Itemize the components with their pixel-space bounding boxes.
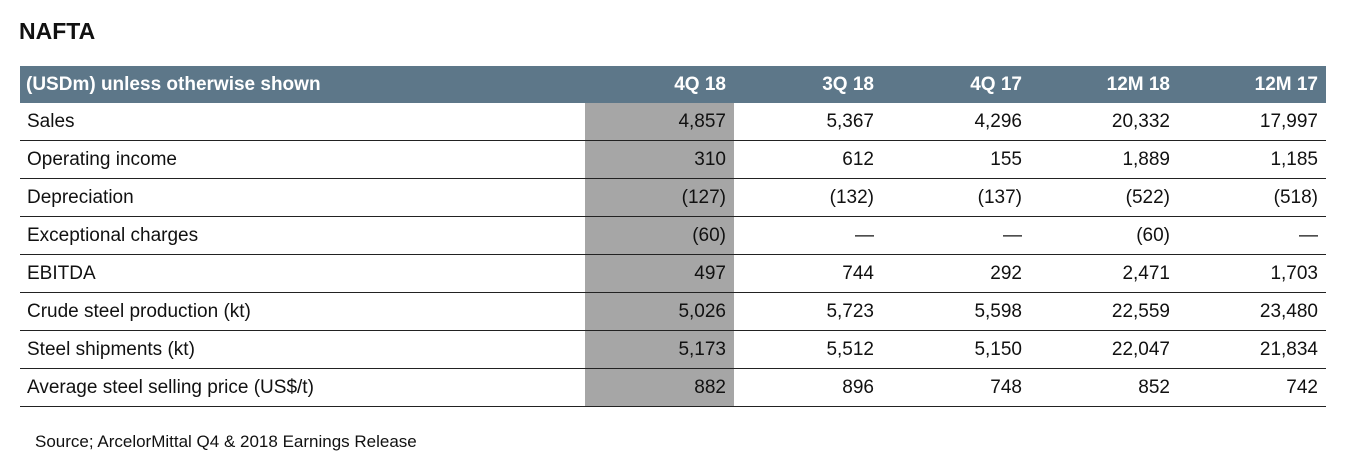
value-cell: — <box>1178 216 1326 255</box>
row-label: EBITDA <box>20 254 585 293</box>
value-cell: 5,173 <box>585 330 734 369</box>
value-cell: 612 <box>734 140 882 179</box>
value-cell: 5,723 <box>734 292 882 331</box>
value-cell: 4,296 <box>882 103 1030 141</box>
value-cell: 23,480 <box>1178 292 1326 331</box>
value-cell: 1,703 <box>1178 254 1326 293</box>
row-label: Average steel selling price (US$/t) <box>20 368 585 407</box>
value-cell: 292 <box>882 254 1030 293</box>
value-cell: (132) <box>734 178 882 217</box>
value-cell: — <box>882 216 1030 255</box>
value-cell: 748 <box>882 368 1030 407</box>
header-cell: 4Q 18 <box>585 66 734 103</box>
table-row: Depreciation (127) (132) (137) (522) (518) <box>20 178 1326 217</box>
value-cell: 744 <box>734 254 882 293</box>
header-cell: (USDm) unless otherwise shown <box>20 66 585 103</box>
title: NAFTA <box>19 18 96 44</box>
table-row: Operating income 310 612 155 1,889 1,185 <box>20 140 1326 179</box>
value-cell: (127) <box>585 178 734 217</box>
value-cell: (60) <box>1030 216 1178 255</box>
table-row: Sales 4,857 5,367 4,296 20,332 17,997 <box>20 103 1326 141</box>
value-cell: 21,834 <box>1178 330 1326 369</box>
value-cell: 5,150 <box>882 330 1030 369</box>
header-cell: 4Q 17 <box>882 66 1030 103</box>
value-cell: 155 <box>882 140 1030 179</box>
data-table: (USDm) unless otherwise shown 4Q 18 3Q 18 4… <box>20 66 1326 407</box>
value-cell: 852 <box>1030 368 1178 407</box>
value-cell: 22,047 <box>1030 330 1178 369</box>
value-cell: 310 <box>585 140 734 179</box>
row-label: Operating income <box>20 140 585 179</box>
value-cell: 882 <box>585 368 734 407</box>
value-cell: 2,471 <box>1030 254 1178 293</box>
table-row: Average steel selling price (US$/t) 882 89… <box>20 368 1326 407</box>
table-row: Crude steel production (kt) 5,026 5,723 5,5… <box>20 292 1326 331</box>
value-cell: (60) <box>585 216 734 255</box>
header-cell: 3Q 18 <box>734 66 882 103</box>
value-cell: 4,857 <box>585 103 734 141</box>
value-cell: 17,997 <box>1178 103 1326 141</box>
table-row: EBITDA 497 744 292 2,471 1,703 <box>20 254 1326 293</box>
value-cell: 497 <box>585 254 734 293</box>
value-cell: 5,367 <box>734 103 882 141</box>
value-cell: 742 <box>1178 368 1326 407</box>
value-cell: 5,512 <box>734 330 882 369</box>
value-cell: 22,559 <box>1030 292 1178 331</box>
header-row: (USDm) unless otherwise shown 4Q 18 3Q 18 4… <box>20 66 1326 103</box>
row-label: Depreciation <box>20 178 585 217</box>
row-label: Exceptional charges <box>20 216 585 255</box>
value-cell: (522) <box>1030 178 1178 217</box>
value-cell: (137) <box>882 178 1030 217</box>
row-label: Sales <box>20 103 585 141</box>
table-body: Sales 4,857 5,367 4,296 20,332 17,997 Operatin… <box>20 103 1326 407</box>
header-cell: 12M 17 <box>1178 66 1326 103</box>
header-cell: 12M 18 <box>1030 66 1178 103</box>
value-cell: 5,598 <box>882 292 1030 331</box>
value-cell: 1,185 <box>1178 140 1326 179</box>
value-cell: 5,026 <box>585 292 734 331</box>
value-cell: (518) <box>1178 178 1326 217</box>
value-cell: 896 <box>734 368 882 407</box>
row-label: Crude steel production (kt) <box>20 292 585 331</box>
source-note: Source; ArcelorMittal Q4 & 2018 Earnings… <box>35 432 417 451</box>
value-cell: 20,332 <box>1030 103 1178 141</box>
table-row: Steel shipments (kt) 5,173 5,512 5,150 22,04… <box>20 330 1326 369</box>
value-cell: 1,889 <box>1030 140 1178 179</box>
value-cell: — <box>734 216 882 255</box>
table-row: Exceptional charges (60) — — (60) — <box>20 216 1326 255</box>
row-label: Steel shipments (kt) <box>20 330 585 369</box>
